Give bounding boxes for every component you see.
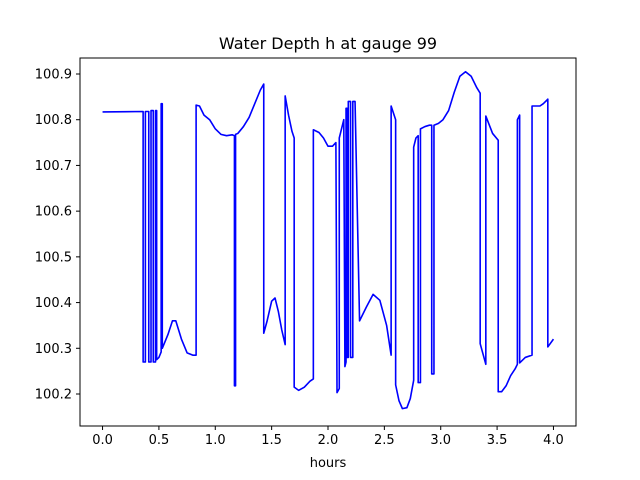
y-tick-label: 100.8 — [35, 113, 72, 128]
x-tick-label: 1.0 — [205, 433, 226, 448]
x-axis: 0.0 0.5 1.0 1.5 2.0 2.5 3.0 3.5 4.0 — [92, 426, 564, 448]
x-tick-label: 4.0 — [543, 433, 564, 448]
x-tick-label: 1.5 — [261, 433, 282, 448]
x-tick-label: 3.0 — [430, 433, 451, 448]
x-tick-label: 3.5 — [487, 433, 508, 448]
series-line-0 — [102, 70, 555, 410]
x-tick-label: 2.0 — [318, 433, 339, 448]
x-tick-label: 2.5 — [374, 433, 395, 448]
x-tick-label: 0.0 — [92, 433, 113, 448]
y-tick-label: 100.7 — [35, 159, 72, 174]
chart-title: Water Depth h at gauge 99 — [219, 34, 437, 53]
x-axis-label: hours — [310, 456, 347, 471]
y-axis: 100.2 100.3 100.4 100.5 100.6 100.7 100.8 100.9 — [35, 68, 80, 403]
y-tick-label: 100.3 — [35, 342, 72, 357]
y-tick-label: 100.5 — [35, 250, 72, 265]
y-tick-label: 100.9 — [35, 68, 72, 83]
x-tick-label: 0.5 — [149, 433, 170, 448]
y-tick-label: 100.2 — [35, 388, 72, 403]
y-tick-label: 100.4 — [35, 296, 72, 311]
y-tick-label: 100.6 — [35, 205, 72, 220]
